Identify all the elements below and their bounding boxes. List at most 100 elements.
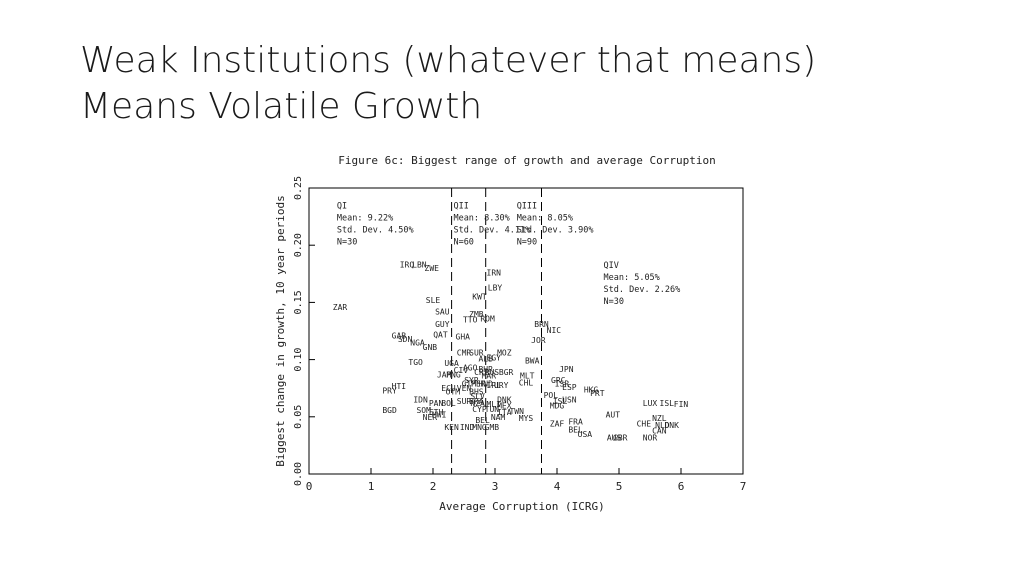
data-point-eth: ETH [429, 408, 444, 417]
data-point-gmb: GMB [485, 423, 500, 432]
quadrant-dividers [451, 188, 542, 474]
data-point-gbr: GBR [613, 433, 628, 442]
data-point-ner: NER [423, 413, 438, 422]
data-point-bol: BOL [441, 399, 456, 408]
quadrant-text-line: N=30 [604, 297, 624, 307]
data-point-lux: LUX [643, 399, 658, 408]
data-point-nor: NOR [643, 433, 658, 442]
data-point-isr: ISR [555, 380, 570, 389]
x-axis-label: Average Corruption (ICRG) [439, 500, 605, 513]
data-point-tgo: TGO [408, 358, 423, 367]
y-axis-label: Biggest change in growth, 10 year period… [274, 195, 287, 467]
quadrant-text-line: N=60 [453, 238, 473, 248]
data-point-sur: SUR [469, 349, 484, 358]
data-point-hti: HTI [392, 382, 407, 391]
data-point-pan: PAN [429, 399, 444, 408]
data-point-kwt: KWT [472, 293, 487, 302]
data-point-per: PER [471, 380, 486, 389]
x-axis-ticks: 0 1 2 3 4 5 6 7 [306, 468, 747, 493]
data-point-twn: TWN [509, 407, 524, 416]
slide-title: Weak Institutions (whatever that means) … [80, 38, 816, 130]
data-point-mex: MEX [497, 401, 512, 410]
data-point-gha: GHA [456, 333, 471, 342]
data-point-nld: NLD [655, 421, 670, 430]
data-point-ken: KEN [444, 423, 459, 432]
y-tick-label: 0.25 [293, 176, 304, 200]
y-tick-label: 0.05 [293, 405, 304, 429]
data-point-grc: GRC [551, 376, 566, 385]
quadrant-text-line: Std. Dev. 3.90% [517, 226, 594, 236]
data-point-mys: MYS [519, 414, 534, 423]
x-tick-label: 3 [492, 480, 499, 493]
quadrant-text-line: QI [337, 202, 347, 212]
data-point-mng: MNG [472, 423, 487, 432]
data-point-usn: USN [562, 396, 577, 405]
data-point-tto: TTO [463, 316, 478, 325]
data-point-irl: IRL [487, 381, 502, 390]
data-point-prt: PRT [590, 389, 605, 398]
quadrant-text-line: Std. Dev. 4.50% [337, 226, 414, 236]
data-point-zaf: ZAF [550, 420, 565, 429]
data-point-nga: NGA [410, 338, 425, 347]
quadrant-text-line: QII [453, 202, 468, 212]
data-point-bra: BRA [469, 397, 484, 406]
data-point-cmr: CMR [457, 349, 472, 358]
data-point-qat: QAT [433, 330, 448, 339]
x-tick-label: 1 [368, 480, 375, 493]
data-point-tun: TUN [485, 405, 500, 414]
x-tick-label: 4 [554, 480, 561, 493]
data-point-ven: VEN [457, 384, 472, 393]
data-point-gnb: GNB [423, 343, 438, 352]
slide-title-line-2: Means Volatile Growth [80, 86, 483, 127]
data-point-isl: ISL [660, 399, 675, 408]
data-point-ago: AGO [463, 364, 478, 373]
data-point-uga: UGA [444, 359, 459, 368]
data-point-pry: PRY [382, 386, 397, 395]
data-point-ecu: ECU [441, 384, 456, 393]
data-point-mli: MLI [487, 400, 502, 409]
data-point-dnk: DNK [664, 421, 679, 430]
quadrant-qiii-annotation: QIII Mean: 8.05% Std. Dev. 3.90% N=90 [517, 202, 594, 248]
data-point-ita: ITA [497, 408, 512, 417]
data-point-fin: FIN [674, 400, 689, 409]
data-point-aus: AUS [607, 433, 622, 442]
data-point-isl: ISL [553, 397, 568, 406]
quadrant-text-line: Mean: 8.05% [517, 214, 573, 224]
data-point-sau: SAU [435, 308, 450, 317]
data-point-jor: JOR [531, 336, 546, 345]
quadrant-text-line: Mean: 9.22% [337, 214, 393, 224]
data-point-chl: CHL [519, 378, 534, 387]
data-point-mdg: MDG [550, 401, 565, 410]
data-point-mlt: MLT [520, 372, 535, 381]
quadrant-qi-annotation: QI Mean: 9.22% Std. Dev. 4.50% N=30 [337, 202, 414, 248]
y-tick-label: 0.00 [293, 462, 304, 486]
quadrant-text-line: N=90 [517, 238, 537, 248]
data-point-moz: MOZ [497, 349, 512, 358]
data-point-bgr: BGR [499, 368, 514, 377]
data-point-hkg: HKG [584, 385, 599, 394]
quadrant-text-line: QIII [517, 202, 537, 212]
data-point-gtm: GTM [462, 380, 477, 389]
y-axis-ticks: 0.00 0.05 0.10 0.15 0.20 0.25 [293, 176, 315, 486]
data-point-zmb: ZMB [469, 310, 484, 319]
quadrant-text-line: QIV [604, 261, 619, 271]
x-tick-label: 2 [430, 480, 437, 493]
x-tick-label: 5 [616, 480, 623, 493]
data-point-irn: IRN [487, 269, 502, 278]
quadrant-text-line: Mean: 5.05% [604, 273, 660, 283]
data-point-lbn: LBN [412, 261, 427, 270]
data-point-sle: SLE [426, 296, 441, 305]
quadrant-text-line: Mean: 8.30% [453, 214, 509, 224]
data-point-bel: BEL [475, 416, 490, 425]
x-tick-label: 7 [740, 480, 747, 493]
data-point-bhr: BHR [478, 365, 493, 374]
data-point-slv: SLV [470, 392, 485, 401]
quadrant-text-line: Std. Dev. 2.26% [604, 285, 681, 295]
x-tick-label: 0 [306, 480, 313, 493]
data-point-som: SOM [416, 406, 431, 415]
data-point-sur: SUR [457, 397, 472, 406]
data-point-egy: EGY [487, 353, 502, 362]
data-point-zar: ZAR [333, 303, 348, 312]
